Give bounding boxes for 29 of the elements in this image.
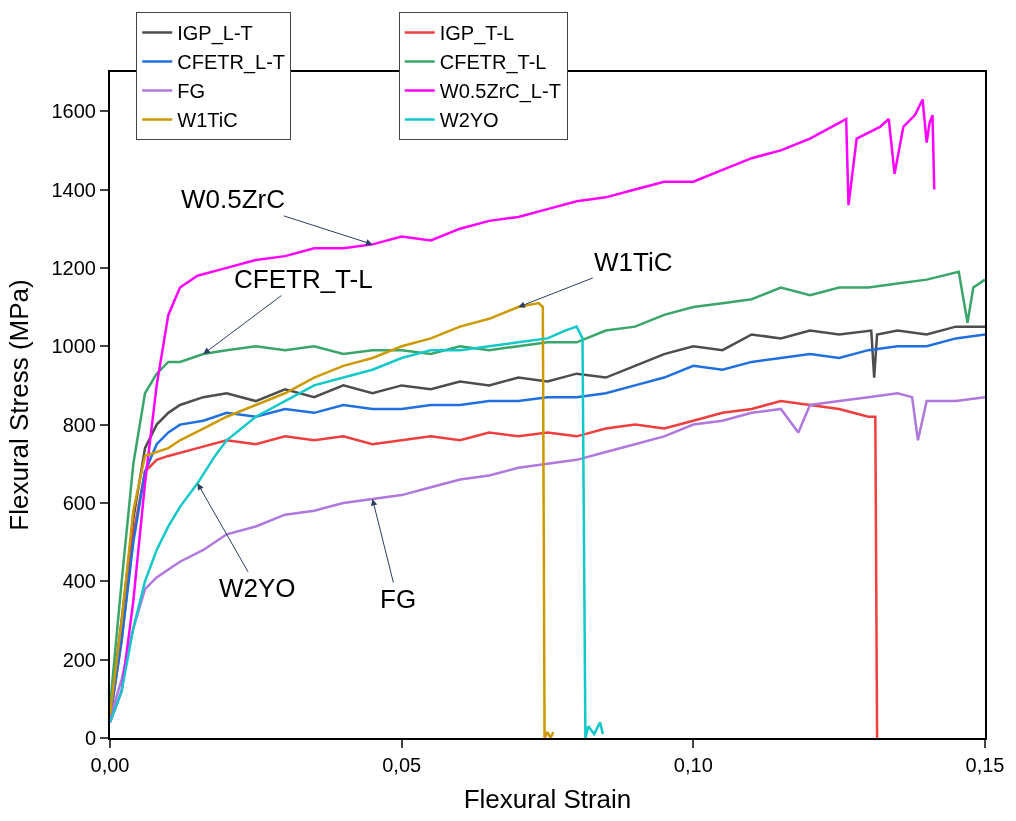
legend-label: IGP_L-T [177, 22, 253, 46]
x-tick-label: 0,05 [382, 754, 422, 776]
y-axis-title: Flexural Stress (MPa) [4, 279, 35, 531]
x-tick-label: 0,15 [965, 754, 1005, 776]
annotation: CFETR_T-L [234, 264, 373, 294]
y-tick-label: 1000 [51, 335, 96, 358]
legend-label: W0.5ZrC_L-T [439, 80, 561, 104]
y-tick-label: 1200 [51, 256, 96, 279]
x-axis-title: Flexural Strain [463, 784, 632, 815]
annotation: W0.5ZrC [181, 184, 285, 214]
y-tick-label: 200 [62, 648, 96, 671]
x-tick-label: 0,00 [90, 754, 130, 776]
annotation: W2YO [219, 573, 296, 603]
legend-label: FG [177, 80, 206, 103]
x-tick-label: 0,10 [673, 754, 713, 776]
y-tick-label: 1400 [51, 178, 96, 201]
y-tick-label: 600 [62, 491, 96, 514]
legend-label: IGP_T-L [439, 22, 515, 46]
y-tick-label: 800 [62, 413, 96, 436]
legend-label: W2YO [439, 109, 499, 132]
legend-label: W1TiC [177, 109, 238, 132]
annotation: FG [380, 584, 417, 614]
legend-label: CFETR_T-L [439, 51, 547, 75]
y-tick-label: 1600 [51, 100, 96, 123]
y-tick-label: 400 [62, 570, 96, 593]
annotation: W1TiC [594, 247, 673, 277]
legend-label: CFETR_L-T [177, 51, 286, 75]
y-tick-label: 0 [84, 727, 96, 749]
line-series [110, 392, 985, 720]
